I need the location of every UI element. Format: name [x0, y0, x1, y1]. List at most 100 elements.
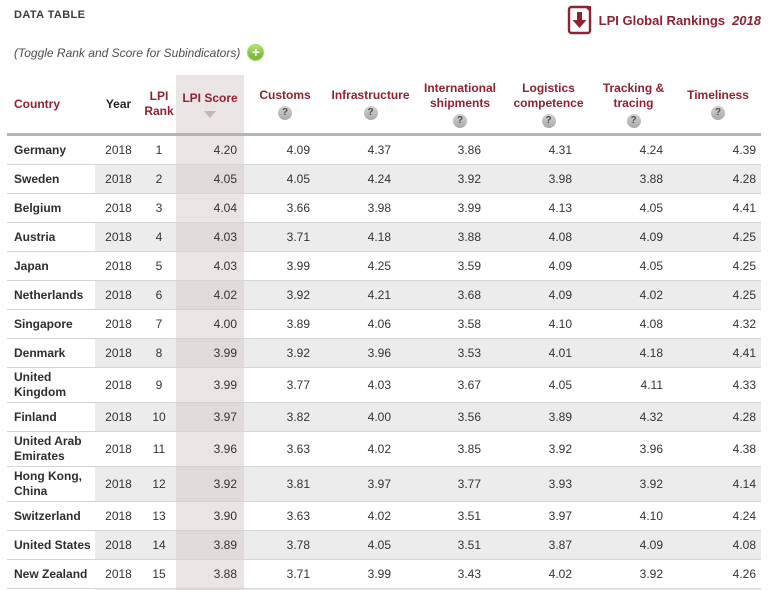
cell-infrastructure: 3.98 [326, 193, 415, 223]
cell-year: 2018 [95, 431, 142, 467]
column-label: Infrastructure [331, 88, 410, 102]
cell-lpi_score: 4.20 [176, 134, 244, 165]
cell-logistics_competence: 3.84 [505, 588, 592, 590]
table-row: Switzerland 2018 13 3.90 3.63 4.02 3.51 3.97 4.1… [7, 501, 761, 531]
cell-intl_shipments: 3.43 [415, 559, 505, 589]
column-header-infrastructure[interactable]: Infrastructure? [326, 75, 415, 136]
cell-lpi_rank: 8 [142, 338, 176, 368]
cell-lpi_rank: 5 [142, 251, 176, 281]
cell-logistics_competence: 4.13 [505, 193, 592, 223]
cell-logistics_competence: 4.09 [505, 251, 592, 281]
cell-customs: 4.09 [244, 134, 326, 165]
cell-customs: 3.92 [244, 338, 326, 368]
cell-customs: 3.78 [244, 530, 326, 560]
cell-logistics_competence: 3.92 [505, 431, 592, 467]
cell-intl_shipments: 3.85 [415, 431, 505, 467]
cell-year: 2018 [95, 588, 142, 590]
column-header-lpi_rank[interactable]: LPI Rank [142, 75, 176, 136]
cell-customs: 3.82 [244, 402, 326, 432]
column-header-logistics_competence[interactable]: Logistics competence? [505, 75, 592, 136]
cell-timeliness: 4.14 [675, 466, 761, 502]
help-icon[interactable]: ? [626, 113, 641, 128]
column-label: Tracking & tracing [602, 80, 665, 110]
cell-year: 2018 [95, 280, 142, 310]
cell-infrastructure: 4.37 [326, 134, 415, 165]
cell-timeliness: 4.41 [675, 193, 761, 223]
sort-desc-icon [204, 110, 216, 118]
table-row: United Arab Emirates 2018 11 3.96 3.63 4.02 3.… [7, 431, 761, 467]
help-icon[interactable]: ? [453, 113, 467, 128]
cell-customs: 4.05 [244, 164, 326, 194]
cell-logistics_competence: 4.31 [505, 134, 592, 165]
cell-lpi_rank: 4 [142, 222, 176, 252]
cell-lpi_rank: 7 [142, 309, 176, 339]
cell-logistics_competence: 4.10 [505, 309, 592, 339]
help-icon[interactable]: ? [278, 106, 292, 120]
cell-intl_shipments: 3.88 [415, 222, 505, 252]
column-header-country[interactable]: Country [7, 75, 95, 136]
cell-year: 2018 [95, 251, 142, 281]
cell-intl_shipments: 3.67 [415, 367, 505, 403]
help-icon[interactable]: ? [363, 106, 378, 120]
table-row: Japan 2018 5 4.03 3.99 4.25 3.59 4.09 4.05 4.25 [7, 251, 761, 281]
column-header-timeliness[interactable]: Timeliness? [675, 75, 761, 136]
cell-lpi_score: 3.90 [176, 501, 244, 531]
cell-lpi_score: 3.97 [176, 402, 244, 432]
cell-country: United States [7, 530, 95, 560]
cell-tracking_tracing: 3.88 [592, 164, 675, 194]
column-label: Timeliness [687, 88, 749, 102]
cell-logistics_competence: 4.09 [505, 280, 592, 310]
cell-infrastructure: 4.02 [326, 431, 415, 467]
cell-customs: 3.99 [244, 251, 326, 281]
cell-lpi_rank: 15 [142, 559, 176, 589]
column-label: International shipments [423, 80, 496, 110]
cell-country: Belgium [7, 193, 95, 223]
column-label: Logistics competence [513, 80, 584, 110]
cell-tracking_tracing: 4.18 [592, 338, 675, 368]
cell-timeliness: 4.25 [675, 222, 761, 252]
cell-lpi_rank: 13 [142, 501, 176, 531]
cell-country: Denmark [7, 338, 95, 368]
column-header-lpi_score[interactable]: LPI Score [176, 75, 244, 136]
rankings-link-label: LPI Global Rankings [598, 12, 726, 28]
column-label: LPI Rank [144, 89, 174, 118]
cell-year: 2018 [95, 402, 142, 432]
plus-circle-icon[interactable] [247, 44, 265, 61]
cell-year: 2018 [95, 164, 142, 194]
column-label: Customs [259, 88, 311, 102]
cell-tracking_tracing: 4.24 [592, 134, 675, 165]
help-icon[interactable]: ? [541, 113, 556, 128]
column-header-year[interactable]: Year [95, 75, 142, 136]
cell-timeliness: 4.25 [675, 251, 761, 281]
cell-intl_shipments: 3.68 [415, 280, 505, 310]
cell-tracking_tracing: 3.92 [592, 466, 675, 502]
cell-country: New Zealand [7, 559, 95, 589]
cell-timeliness: 4.39 [675, 134, 761, 165]
cell-country: Singapore [7, 309, 95, 339]
cell-logistics_competence: 3.93 [505, 466, 592, 502]
cell-timeliness: 4.15 [675, 588, 761, 590]
cell-lpi_score: 4.02 [176, 280, 244, 310]
cell-country: Germany [7, 134, 95, 165]
column-header-customs[interactable]: Customs? [244, 75, 326, 136]
cell-infrastructure: 4.24 [326, 164, 415, 194]
column-header-tracking_tracing[interactable]: Tracking & tracing? [592, 75, 675, 136]
page-title: DATA TABLE [14, 9, 86, 21]
table-row: New Zealand 2018 15 3.88 3.71 3.99 3.43 4.02 3.9… [7, 559, 761, 589]
cell-intl_shipments: 3.51 [415, 501, 505, 531]
help-icon[interactable]: ? [711, 106, 725, 120]
cell-lpi_score: 3.89 [176, 530, 244, 560]
cell-timeliness: 4.38 [675, 431, 761, 467]
cell-lpi_score: 3.96 [176, 431, 244, 467]
cell-tracking_tracing: 4.02 [592, 280, 675, 310]
cell-infrastructure: 4.25 [326, 251, 415, 281]
rankings-link-year: 2018 [732, 12, 761, 28]
column-header-intl_shipments[interactable]: International shipments? [415, 75, 505, 136]
table-row: Austria 2018 4 4.03 3.71 4.18 3.88 4.08 4.09 4.25 [7, 222, 761, 252]
cell-infrastructure: 3.96 [326, 338, 415, 368]
lpi-global-rankings-link[interactable]: LPI Global Rankings 2018 [567, 5, 761, 35]
cell-timeliness: 4.25 [675, 280, 761, 310]
cell-lpi_score: 4.00 [176, 309, 244, 339]
cell-lpi_rank: 6 [142, 280, 176, 310]
